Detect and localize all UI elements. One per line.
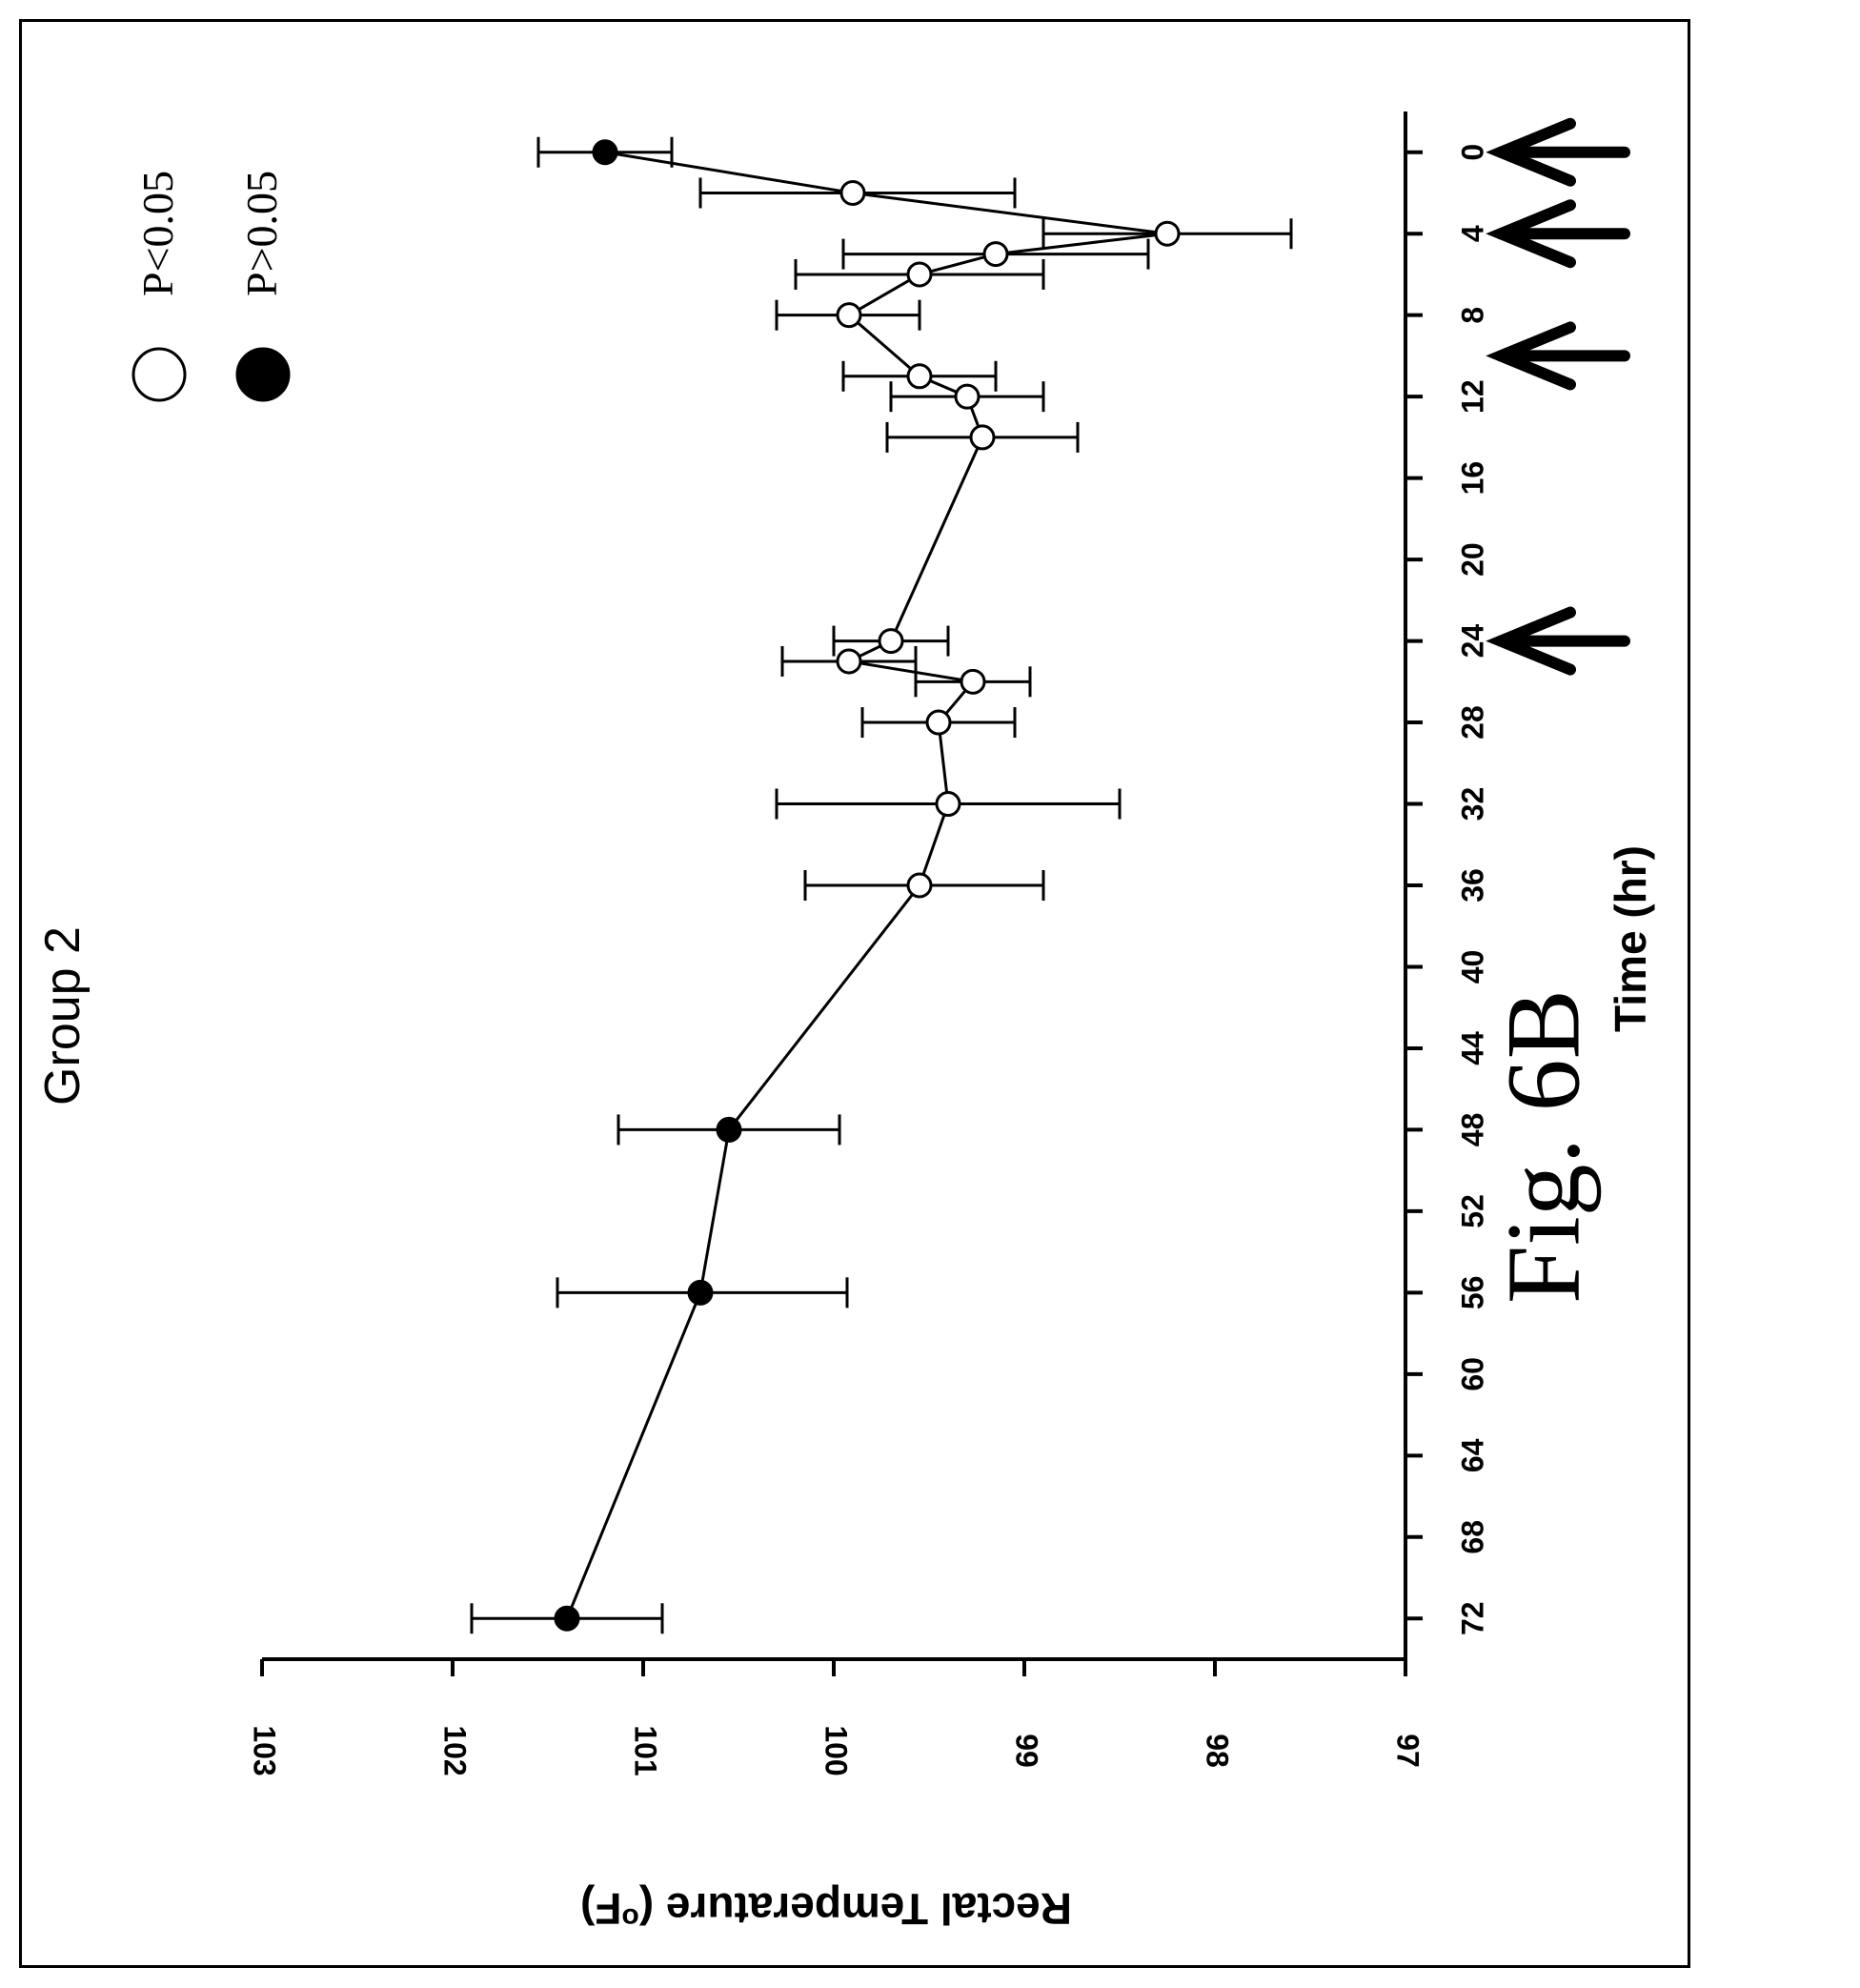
x-tick-label: 44 xyxy=(1455,1031,1489,1065)
series-layer xyxy=(470,136,1293,1634)
dose-arrow-head xyxy=(1486,199,1576,269)
data-point-open xyxy=(954,383,981,410)
data-point-open xyxy=(906,872,933,899)
y-tick-label: 97 xyxy=(1391,1734,1425,1768)
data-point-open xyxy=(969,424,996,451)
chart-title: Group 2 xyxy=(35,926,91,1106)
y-axis-label-degree: o xyxy=(621,1903,638,1935)
x-tick-label: 48 xyxy=(1455,1113,1489,1147)
x-tick-label: 4 xyxy=(1455,225,1489,242)
data-point-filled xyxy=(554,1605,580,1632)
x-tick-label: 68 xyxy=(1455,1520,1489,1554)
x-tick-label: 36 xyxy=(1455,868,1489,903)
x-tick-label: 64 xyxy=(1455,1438,1489,1472)
data-point-open xyxy=(836,648,862,675)
x-tick-label: 20 xyxy=(1455,542,1489,577)
legend-label: P<0.05 xyxy=(133,171,182,296)
y-axis-label-main: Rectal Temperature ( xyxy=(638,1884,1072,1934)
legend-marker xyxy=(131,347,187,402)
x-tick-label: 16 xyxy=(1455,461,1489,496)
x-tick-label: 28 xyxy=(1455,705,1489,740)
x-tick-label: 8 xyxy=(1455,307,1489,324)
dose-arrow-head xyxy=(1486,117,1576,187)
axes: 0481216202428323640444852566064687297989… xyxy=(248,112,1489,1776)
dose-arrow-head xyxy=(1486,321,1576,391)
x-tick-label: 56 xyxy=(1455,1276,1489,1310)
data-point-open xyxy=(906,363,933,390)
series-line xyxy=(565,151,1168,1619)
axis-labels: Group 2 Time (hr) Rectal Temperature (oF… xyxy=(35,845,1655,1934)
y-axis-label: Rectal Temperature (oF) xyxy=(580,1884,1072,1935)
data-point-open xyxy=(836,302,862,329)
data-point-filled xyxy=(687,1279,714,1306)
x-tick-label: 32 xyxy=(1455,787,1489,822)
data-point-open xyxy=(960,668,986,695)
y-tick-label: 102 xyxy=(438,1725,473,1775)
x-axis-label: Time (hr) xyxy=(1606,845,1655,1032)
dose-arrow xyxy=(1486,199,1630,269)
y-tick-label: 103 xyxy=(248,1725,282,1775)
dose-arrow xyxy=(1486,606,1630,676)
data-point-open xyxy=(935,791,961,818)
dose-arrow-head xyxy=(1486,606,1576,676)
x-tick-label: 60 xyxy=(1455,1357,1489,1391)
x-tick-label: 24 xyxy=(1455,624,1489,659)
legend-label: P>0.05 xyxy=(237,171,286,296)
legend: P<0.05 P>0.05 xyxy=(131,171,291,402)
y-tick-label: 101 xyxy=(629,1725,663,1775)
y-axis-label-unit: F) xyxy=(580,1884,621,1934)
y-tick-label: 98 xyxy=(1201,1734,1235,1768)
data-point-open xyxy=(839,179,866,206)
x-tick-label: 72 xyxy=(1455,1601,1489,1635)
dose-arrow xyxy=(1486,117,1630,187)
y-tick-label: 100 xyxy=(819,1725,854,1775)
data-point-filled xyxy=(716,1116,742,1143)
data-point-open xyxy=(906,261,933,288)
y-tick-label: 99 xyxy=(1010,1734,1044,1768)
data-point-open xyxy=(878,628,904,655)
x-tick-label: 52 xyxy=(1455,1194,1489,1228)
figure-frame xyxy=(19,19,1690,1968)
x-tick-label: 0 xyxy=(1455,144,1489,161)
data-point-open xyxy=(925,709,952,736)
dose-arrow xyxy=(1486,321,1630,391)
legend-marker xyxy=(235,347,291,402)
figure-caption-text: Fig. 6B xyxy=(1485,988,1602,1305)
x-tick-label: 12 xyxy=(1455,379,1489,414)
data-point-open xyxy=(1154,220,1181,247)
dose-arrows xyxy=(1486,117,1630,676)
x-tick-label: 40 xyxy=(1455,950,1489,984)
data-point-open xyxy=(982,241,1009,268)
data-point-filled xyxy=(592,139,618,166)
